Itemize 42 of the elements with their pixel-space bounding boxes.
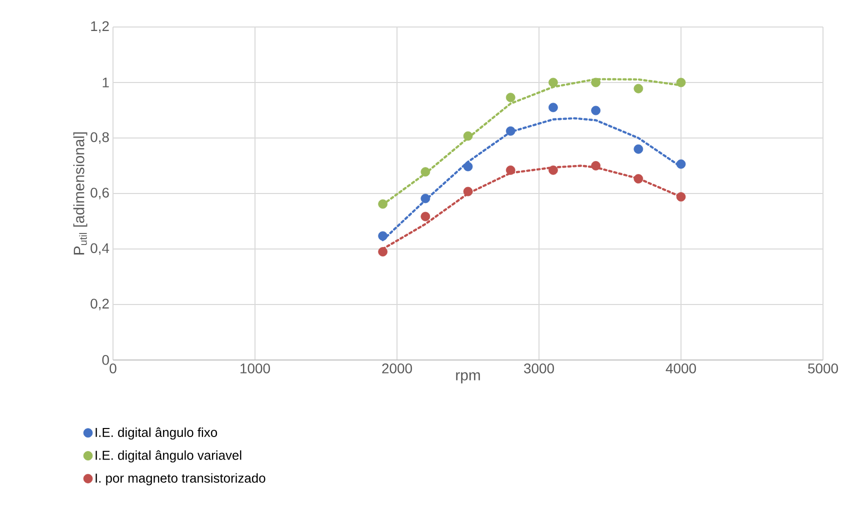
y-tick-label: 0,6 xyxy=(90,188,109,200)
y-tick-label: 1 xyxy=(102,78,109,88)
y-tick-label: 0,4 xyxy=(90,243,110,255)
x-tick-label: 1000 xyxy=(240,363,270,374)
legend-label: I. por magneto transistorizado xyxy=(96,473,266,486)
point xyxy=(378,247,388,256)
y-axis-title: P$_{util}$ [adimensional] xyxy=(73,132,88,254)
x-tick-label: 0 xyxy=(110,363,116,374)
point xyxy=(420,167,430,177)
point xyxy=(591,106,600,116)
x-tick-label: 4000 xyxy=(666,363,696,374)
x-tick-label: 2000 xyxy=(382,363,412,374)
point xyxy=(420,194,430,204)
point xyxy=(463,162,473,172)
point xyxy=(506,126,516,136)
x-tick-label: 3000 xyxy=(524,363,554,374)
point xyxy=(634,144,644,154)
point xyxy=(634,174,644,184)
y-tick-label: 0,2 xyxy=(90,298,109,310)
point xyxy=(378,231,388,241)
y-tick-label: 1,2 xyxy=(91,21,109,33)
point xyxy=(676,192,686,202)
y-tick-label: 0 xyxy=(102,355,109,365)
point xyxy=(420,212,430,222)
point xyxy=(463,131,473,141)
point xyxy=(506,165,516,175)
point xyxy=(591,78,600,88)
point xyxy=(378,199,388,209)
point xyxy=(548,78,558,88)
legend-label: I.E. digital ângulo fixo xyxy=(96,427,218,440)
point xyxy=(548,102,558,112)
x-axis-title: rpm xyxy=(456,372,480,384)
y-tick-label: 0,8 xyxy=(90,132,109,144)
point xyxy=(463,186,473,196)
point xyxy=(591,161,600,170)
point xyxy=(506,92,516,102)
legend-label: I.E. digital ângulo variavel xyxy=(96,450,242,462)
point xyxy=(548,165,558,175)
point xyxy=(634,84,644,94)
point xyxy=(676,78,686,88)
point xyxy=(676,159,686,169)
x-tick-label: 5000 xyxy=(808,363,838,374)
